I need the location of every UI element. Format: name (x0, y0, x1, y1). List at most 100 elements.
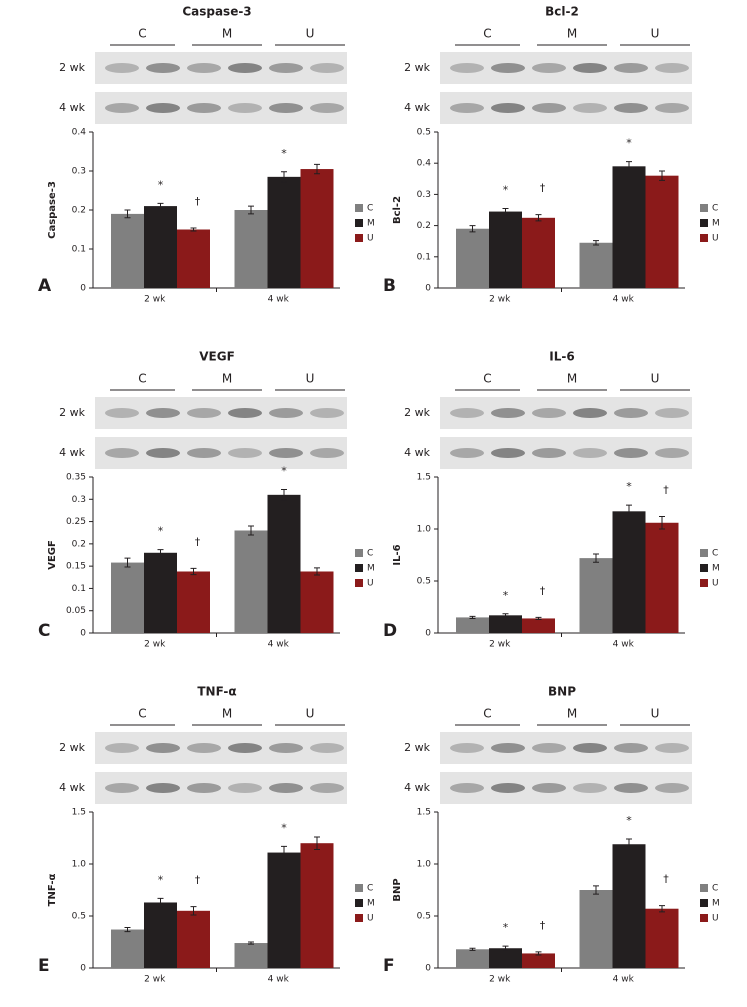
y-tick-label: 0 (80, 629, 86, 639)
blot-band (532, 63, 566, 73)
bar (177, 910, 210, 968)
y-axis-label: TNF-α (47, 874, 58, 907)
lane-label: M (222, 372, 232, 386)
panel: Caspase-3C M U2 wk4 wk00.10.20.30.4Caspase… (38, 5, 375, 305)
error-bar (535, 951, 542, 956)
x-tick-label: 4 wk (613, 975, 635, 985)
error-bar (626, 504, 632, 519)
x-tick-label: 4 wk (268, 975, 290, 985)
bar (456, 617, 489, 633)
blot-band (228, 448, 262, 458)
bar (144, 902, 177, 968)
lane-label: M (567, 372, 577, 386)
significance-marker: * (626, 814, 632, 827)
legend-label: U (367, 914, 374, 924)
blot-band (655, 448, 689, 458)
error-bar (535, 214, 542, 222)
y-axis-label: IL-6 (392, 544, 403, 565)
blot-row-label: 4 wk (404, 101, 430, 114)
blot-band (310, 448, 344, 458)
lane-label: M (222, 707, 232, 721)
error-bar (469, 615, 476, 619)
y-tick-label: 0.1 (72, 584, 86, 594)
y-tick-label: 0.3 (72, 167, 86, 177)
panel-letter: C (38, 621, 50, 641)
blot-band (269, 448, 303, 458)
y-tick-label: 1.5 (417, 808, 431, 818)
legend-swatch (700, 914, 708, 922)
bar (522, 618, 555, 633)
blot-band (310, 63, 344, 73)
lane-label: C (138, 27, 146, 41)
blot-band (532, 408, 566, 418)
blot-band (450, 408, 484, 418)
error-bar (314, 836, 320, 850)
blot-band (491, 103, 525, 113)
y-tick-label: 0.3 (417, 190, 431, 200)
legend-label: M (367, 899, 375, 909)
legend-label: U (712, 914, 719, 924)
blot-band (187, 408, 221, 418)
legend-label: M (712, 899, 720, 909)
x-tick-label: 4 wk (613, 295, 635, 305)
blot-row-label: 2 wk (404, 741, 430, 754)
error-bar (535, 616, 542, 620)
bar (612, 166, 646, 288)
y-tick-label: 0.4 (417, 159, 432, 169)
legend-label: C (712, 204, 718, 214)
blot-band (187, 783, 221, 793)
lane-label: M (222, 27, 232, 41)
blot-band (187, 743, 221, 753)
error-bar (626, 838, 632, 850)
y-tick-label: 0.5 (417, 912, 431, 922)
legend-label: C (712, 884, 718, 894)
blot-band (614, 103, 648, 113)
y-tick-label: 0 (425, 629, 431, 639)
y-axis-label: Bcl-2 (392, 196, 403, 224)
error-bar (281, 488, 287, 501)
blot-band (532, 103, 566, 113)
blot-row-label: 2 wk (404, 61, 430, 74)
blot-band (146, 783, 180, 793)
blot-band (269, 103, 303, 113)
legend-swatch (355, 884, 363, 892)
blot-band (105, 103, 139, 113)
legend-label: U (367, 234, 374, 244)
legend-label: M (712, 219, 720, 229)
error-bar (593, 553, 599, 563)
blot-band (228, 783, 262, 793)
significance-marker: † (540, 584, 546, 597)
blot (95, 52, 347, 84)
significance-marker: * (626, 137, 632, 150)
blot-band (573, 448, 607, 458)
bar (489, 615, 522, 633)
bar (645, 175, 679, 288)
bar (645, 522, 679, 633)
blot-band (532, 743, 566, 753)
blot-band (310, 103, 344, 113)
blot-band (310, 743, 344, 753)
bar (234, 943, 268, 968)
significance-marker: † (195, 195, 201, 208)
lane-label: U (651, 27, 660, 41)
bar (177, 229, 210, 288)
error-bar (190, 227, 197, 232)
lane-label: U (306, 372, 315, 386)
blot-band (105, 408, 139, 418)
y-tick-label: 0 (80, 284, 86, 294)
lane-label: U (651, 707, 660, 721)
error-bar (124, 926, 131, 933)
blot-band (450, 63, 484, 73)
blot (440, 52, 692, 84)
lane-label: C (483, 372, 491, 386)
bar (111, 929, 144, 968)
bar (456, 228, 489, 288)
lane-label: C (138, 372, 146, 386)
error-bar (124, 557, 131, 568)
significance-marker: † (540, 182, 546, 195)
y-tick-label: 1.0 (417, 525, 432, 535)
legend-label: U (712, 579, 719, 589)
error-bar (659, 905, 665, 913)
y-tick-label: 0 (425, 964, 431, 974)
